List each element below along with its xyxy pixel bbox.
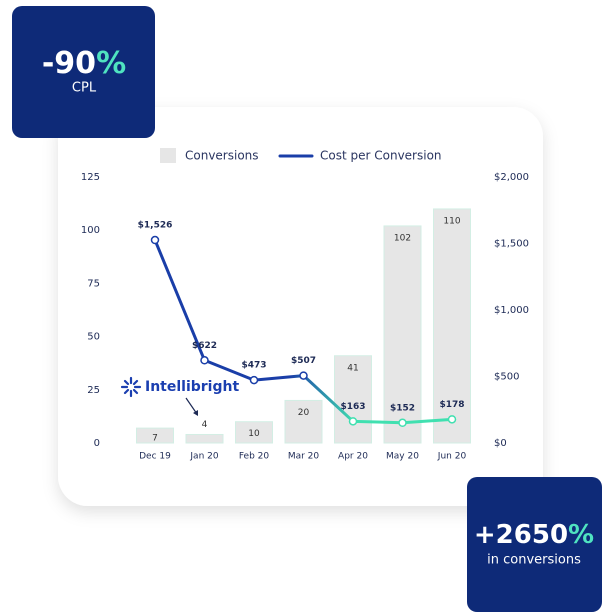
bar-label: 20: [298, 408, 310, 418]
logo-text: Intellibright: [145, 379, 239, 395]
legend-label: Conversions: [185, 149, 259, 163]
y-tick-label: 75: [87, 278, 100, 289]
y-tick-label: 50: [87, 332, 100, 343]
point-label: $178: [439, 400, 464, 410]
bar: [383, 225, 422, 444]
y-tick-label: 0: [94, 438, 100, 449]
badge-value: +2650%: [474, 520, 594, 550]
x-tick-label: Apr 20: [338, 452, 368, 462]
bar: [235, 421, 273, 444]
y2-tick-label: $500: [494, 372, 519, 383]
badge-value: -90%: [42, 46, 126, 81]
legend-label: Cost per Conversion: [320, 149, 442, 163]
point: [249, 375, 259, 385]
badge-unit: %: [96, 46, 126, 81]
x-tick-label: Feb 20: [239, 452, 270, 462]
x-tick-label: Dec 19: [139, 452, 171, 462]
badge-number: +2650: [474, 520, 568, 550]
y2-tick-label: $1,000: [494, 305, 529, 316]
badge-number: -90: [42, 46, 96, 81]
point: [200, 356, 209, 365]
badge: +2650% in conversions: [467, 477, 602, 612]
bar-label: 7: [152, 434, 158, 444]
badge-label: in conversions: [487, 553, 581, 568]
bar-label: 10: [248, 429, 260, 439]
point-label: $473: [241, 361, 266, 371]
bar: [433, 208, 471, 444]
point-label: $1,526: [138, 221, 173, 231]
badge-unit: %: [568, 520, 594, 550]
point: [348, 417, 358, 426]
point: [299, 371, 308, 380]
point: [150, 235, 160, 245]
x-tick-label: Jan 20: [189, 452, 218, 462]
chart: 0 25 50 75 100 125 $0 $500 $1,000 $1,500 $2,000 Dec…: [81, 148, 529, 462]
card: [58, 107, 543, 506]
badge-label: CPL: [72, 81, 97, 96]
bar: [136, 427, 174, 444]
x-tick-label: Jun 20: [437, 452, 467, 462]
bar-label: 110: [443, 216, 460, 226]
logo: Intellibright: [120, 376, 239, 416]
bar: [284, 399, 323, 444]
y2-tick-label: $1,500: [494, 239, 529, 250]
bar: [185, 433, 224, 444]
bar-label: 41: [347, 363, 358, 373]
bar-label: 4: [202, 420, 208, 430]
x-tick-label: May 20: [386, 452, 419, 462]
point-label: $163: [340, 402, 365, 412]
legend-swatch: [160, 148, 176, 163]
point: [447, 415, 457, 424]
point-label: $152: [390, 403, 415, 413]
point-label: $507: [291, 356, 316, 366]
badge: -90% CPL: [12, 6, 155, 138]
y-tick-label: 25: [87, 385, 100, 396]
y2-tick-label: $2,000: [494, 172, 529, 183]
y-tick-label: 100: [81, 225, 100, 236]
bar-label: 102: [394, 233, 411, 243]
bar: [334, 355, 372, 444]
y2-tick-label: $0: [494, 438, 507, 449]
point-label: $622: [192, 341, 217, 351]
x-tick-label: Mar 20: [288, 452, 320, 462]
y-tick-label: 125: [81, 172, 100, 183]
point: [398, 418, 407, 428]
